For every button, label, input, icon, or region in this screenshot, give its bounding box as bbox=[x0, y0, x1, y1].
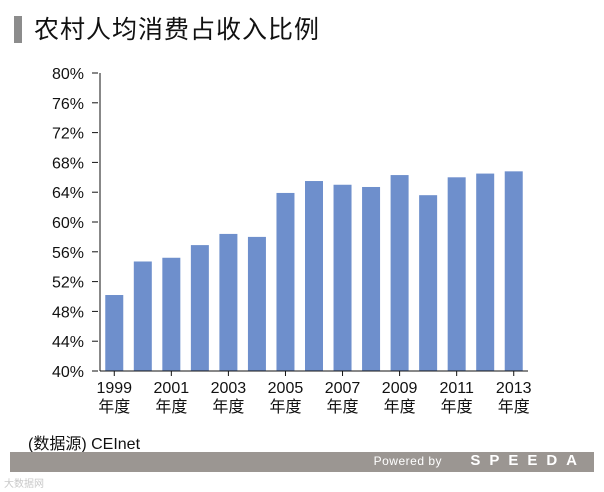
x-tick-label-year: 2001 bbox=[154, 380, 190, 397]
y-tick-label: 72% bbox=[52, 126, 84, 143]
x-tick-label-year: 2007 bbox=[325, 380, 361, 397]
bar-2002 bbox=[190, 245, 209, 371]
bar-2007 bbox=[333, 184, 352, 371]
x-tick-label-year: 2003 bbox=[211, 380, 247, 397]
y-tick-label: 40% bbox=[52, 364, 84, 381]
bar-chart: 40%44%48%52%56%60%64%68%72%76%80% 1999年度… bbox=[52, 66, 532, 416]
bar-2003 bbox=[219, 233, 238, 371]
x-tick-label-year: 2013 bbox=[496, 380, 532, 397]
bar-1999 bbox=[105, 295, 124, 371]
y-tick-label: 68% bbox=[52, 155, 84, 172]
brand-logo: SPEEDA bbox=[470, 452, 586, 469]
y-tick-label: 52% bbox=[52, 275, 84, 292]
bar-2005 bbox=[276, 192, 295, 371]
x-tick-label-year: 2005 bbox=[268, 380, 304, 397]
x-tick-label-suffix: 年度 bbox=[498, 398, 530, 416]
x-tick-label-year: 2009 bbox=[382, 380, 418, 397]
data-source-note: (数据源) CEInet bbox=[28, 436, 141, 453]
x-tick-label-suffix: 年度 bbox=[384, 398, 416, 416]
y-tick-label: 60% bbox=[52, 215, 84, 232]
bar-2000 bbox=[133, 261, 152, 371]
x-tick-label-year: 1999 bbox=[96, 380, 132, 397]
x-tick-label-suffix: 年度 bbox=[269, 398, 301, 416]
bar-2011 bbox=[447, 177, 466, 371]
x-tick-label-suffix: 年度 bbox=[327, 398, 359, 416]
x-axis: 1999年度2001年度2003年度2005年度2007年度2009年度2011… bbox=[96, 370, 532, 416]
bar-series bbox=[105, 171, 523, 371]
footer-bar: Powered by SPEEDA bbox=[10, 452, 594, 472]
x-tick-label-suffix: 年度 bbox=[98, 398, 130, 416]
x-tick-label-suffix: 年度 bbox=[441, 398, 473, 416]
x-tick-label-suffix: 年度 bbox=[212, 398, 244, 416]
bar-2012 bbox=[476, 173, 495, 371]
x-tick-label-year: 2011 bbox=[439, 380, 474, 397]
y-tick-label: 80% bbox=[52, 66, 84, 83]
bar-2010 bbox=[419, 195, 438, 371]
x-tick-label-suffix: 年度 bbox=[155, 398, 187, 416]
bar-2009 bbox=[390, 175, 409, 371]
y-tick-label: 76% bbox=[52, 96, 84, 113]
watermark: 大数据网 bbox=[4, 479, 44, 490]
bar-2004 bbox=[247, 236, 266, 371]
chart-title: 农村人均消费占收入比例 bbox=[34, 16, 321, 44]
bar-2006 bbox=[305, 181, 323, 371]
y-tick-label: 48% bbox=[52, 304, 84, 321]
title-marker bbox=[14, 16, 22, 43]
bar-2013 bbox=[504, 171, 523, 371]
y-tick-label: 64% bbox=[52, 185, 84, 202]
y-tick-label: 56% bbox=[52, 245, 84, 262]
powered-by-label: Powered by bbox=[373, 454, 442, 468]
y-axis: 40% 44% 48% 52% 56% 60% 64% 68% 72% 76% 80% bbox=[52, 66, 101, 381]
bar-2001 bbox=[162, 257, 181, 371]
bar-2008 bbox=[362, 186, 381, 371]
y-tick-label: 44% bbox=[52, 334, 84, 351]
